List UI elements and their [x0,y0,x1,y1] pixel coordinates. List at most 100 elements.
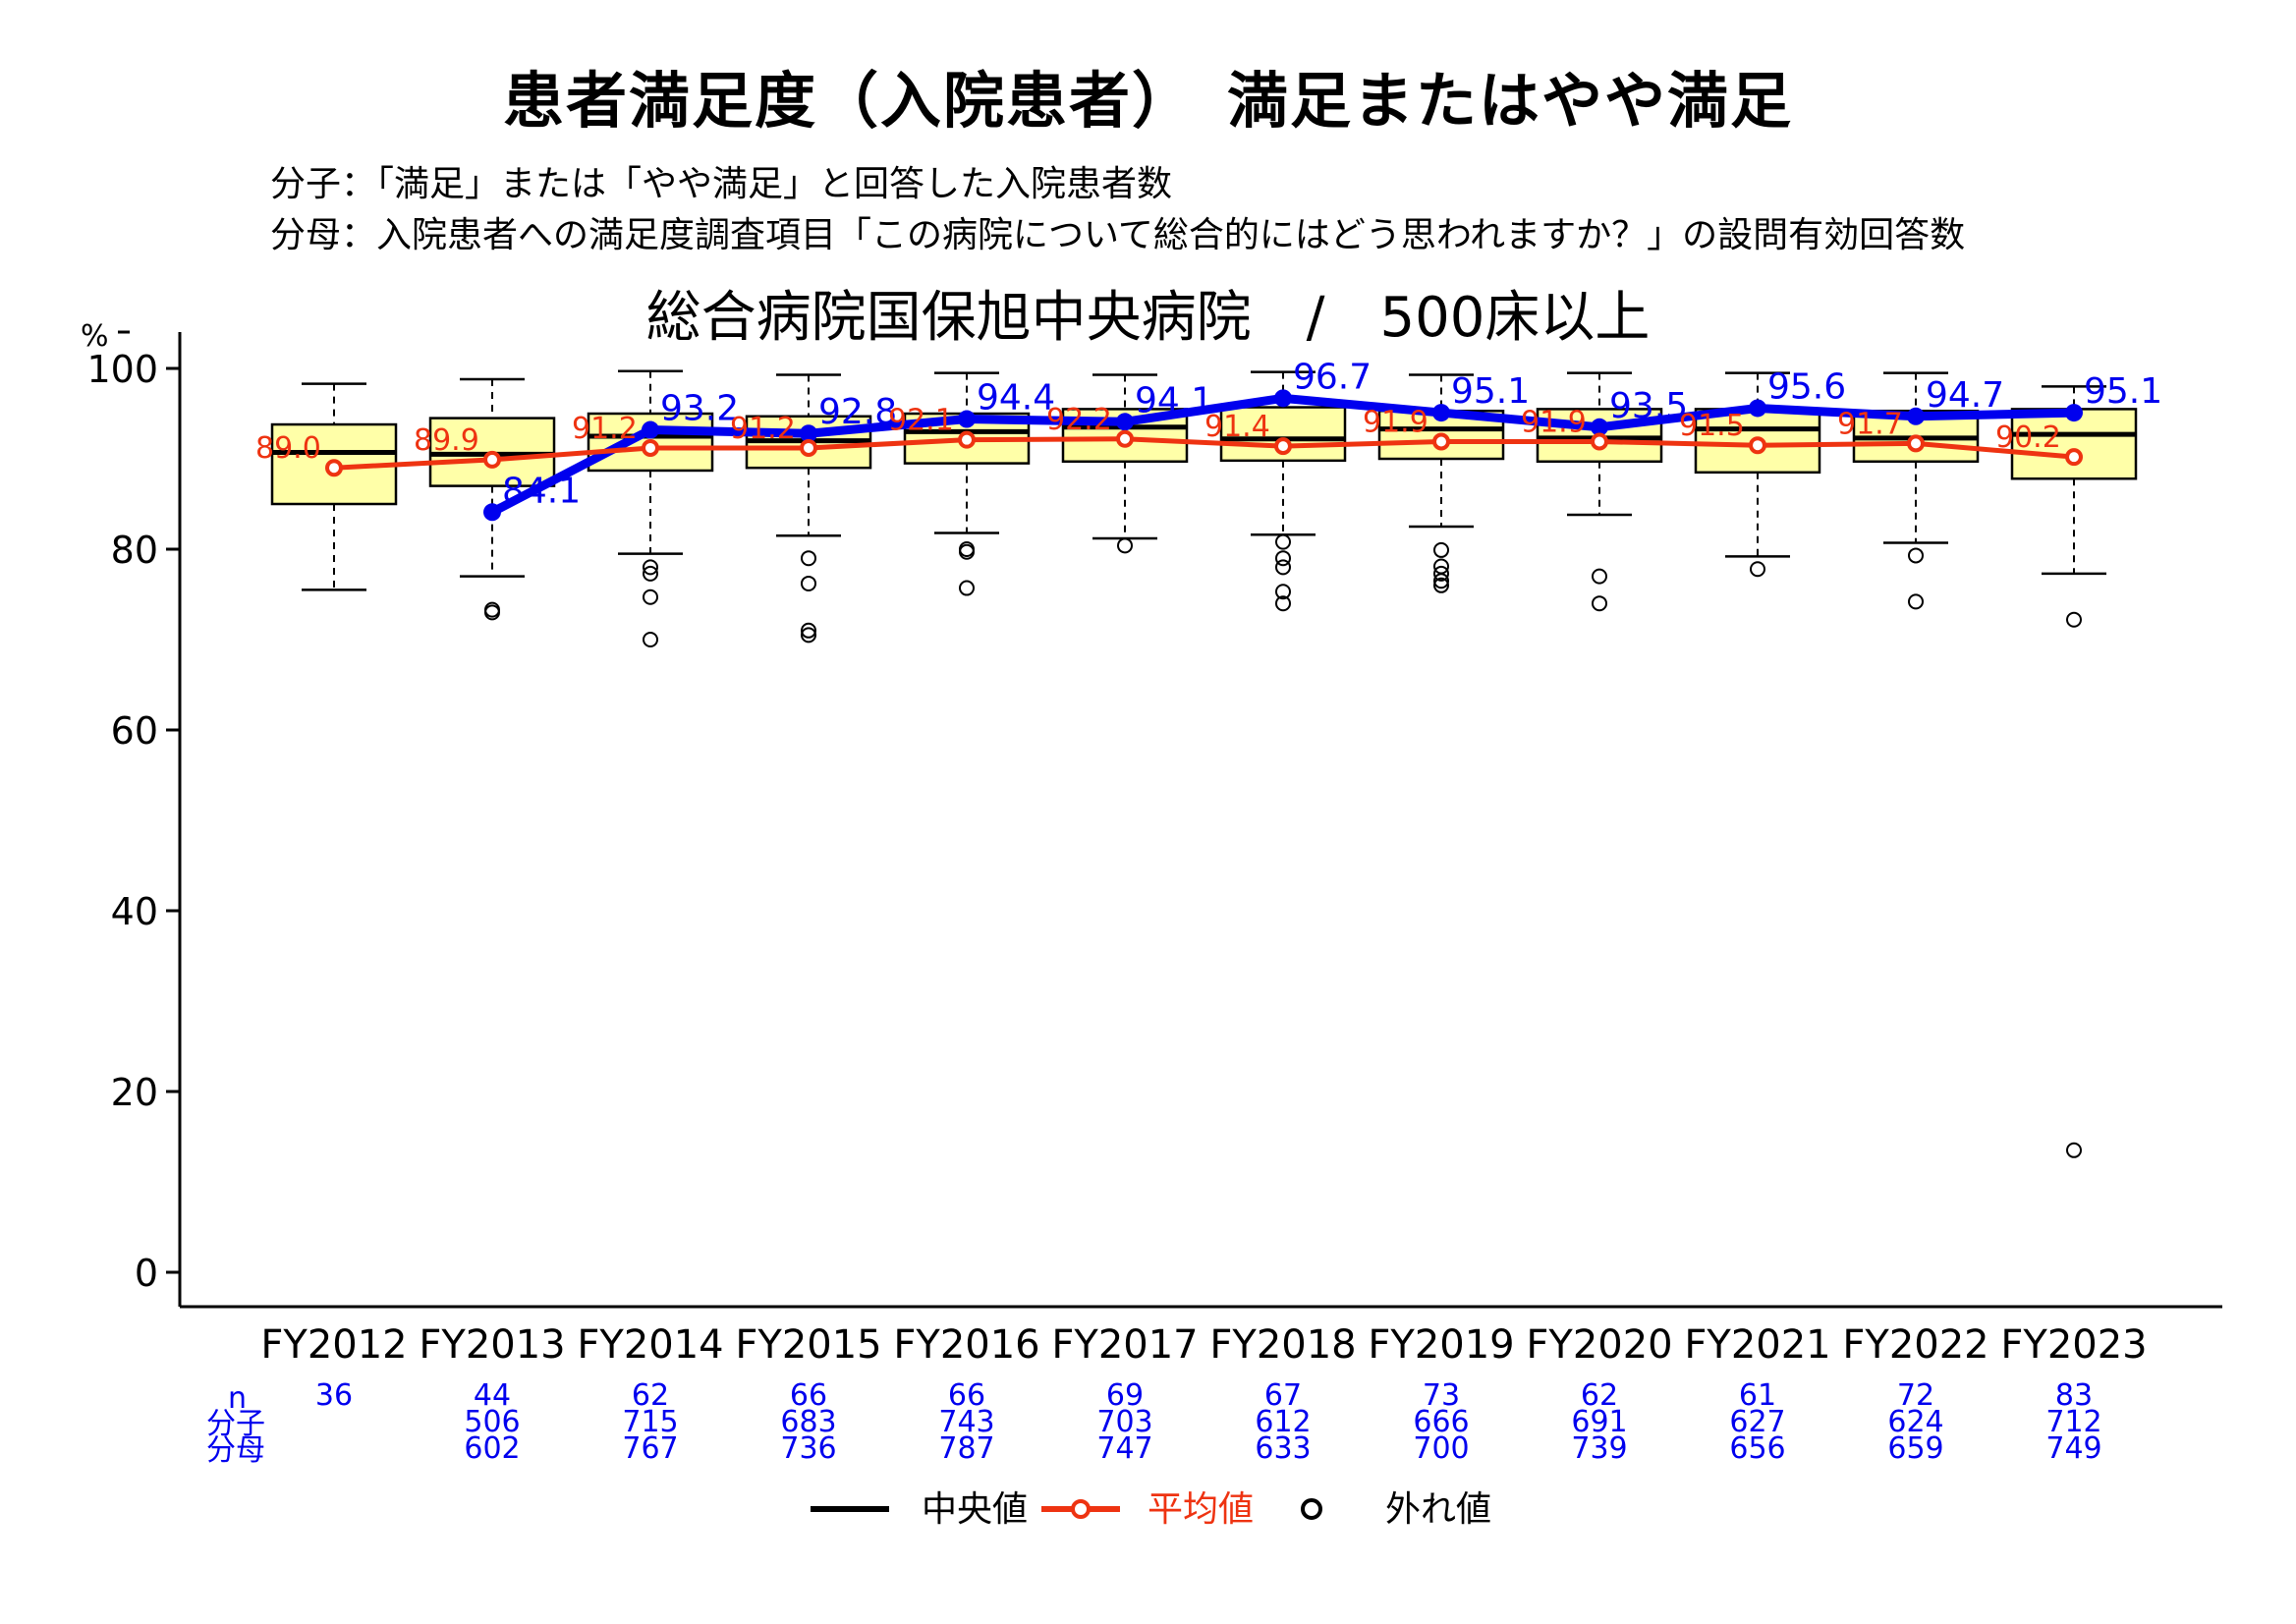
table-denominator-value: 739 [1571,1431,1627,1466]
mean-point [958,430,976,449]
x-tick-label: FY2018 [1209,1322,1356,1368]
outlier-point [801,627,816,644]
mean-series-line [333,436,2075,471]
x-tick-label: FY2012 [260,1322,407,1368]
outlier-point [1117,537,1133,554]
table-numerator-value: 712 [2045,1405,2101,1439]
denominator-definition: 分母：入院患者への満足度調査項目「この病院について総合的にはどう思われますか？」… [270,215,1966,255]
numerator-definition: 分子：「満足」または「やや満足」と回答した入院患者数 [270,164,1173,204]
hospital-point [642,420,659,439]
mean-point [325,459,343,477]
hospital-point [1591,418,1608,436]
chart-title: 患者満足度（入院患者） 満足またはやや満足 [502,65,1793,137]
table-denominator-value: 736 [780,1431,836,1466]
x-tick-label: FY2020 [1526,1322,1672,1368]
x-tick-label: FY2015 [735,1322,881,1368]
mean-point [1274,437,1292,456]
table-denominator-value: 767 [622,1431,678,1466]
hospital-value-label: 84.1 [502,471,581,511]
table-numerator-value: 624 [1887,1405,1943,1439]
outlier-point [1592,568,1607,585]
x-tick-label: FY2022 [1842,1322,1988,1368]
table-denominator-value: 787 [938,1431,994,1466]
y-tick-label: 20 [111,1071,158,1114]
mean-point [800,438,817,457]
y-tick-label: 80 [111,529,158,572]
outlier-point [801,550,816,567]
table-n-value: 73 [1423,1378,1460,1413]
legend-median-label: 中央値 [922,1489,1028,1530]
mean-value-label: 91.5 [1679,409,1745,443]
hospital-point [800,424,817,443]
y-tick-label: 40 [111,890,158,933]
outlier-point [1275,595,1291,612]
mean-value-label: 91.9 [1521,406,1587,440]
table-denominator-value: 659 [1887,1431,1943,1466]
x-tick-label: FY2021 [1684,1322,1830,1368]
mean-value-label: 91.9 [1363,406,1428,440]
x-tick-label: FY2019 [1368,1322,1514,1368]
table-n-value: 44 [474,1378,511,1413]
hospital-point [1274,389,1292,408]
legend-outlier-marker [1301,1498,1322,1520]
table-denominator-value: 749 [2045,1431,2101,1466]
table-n-value: 61 [1739,1378,1776,1413]
outlier-point [1750,561,1765,578]
table-n-value: 66 [948,1378,985,1413]
table-denominator-value: 747 [1096,1431,1152,1466]
x-tick-label: FY2016 [893,1322,1039,1368]
table-n-value: 83 [2055,1378,2093,1413]
table-n-value: 36 [315,1378,353,1413]
outlier-point [1433,541,1449,558]
mean-point [1116,429,1134,448]
outlier-point [1433,577,1449,593]
mean-value-label: 91.2 [730,412,796,446]
hospital-value-label: 95.1 [2084,371,2162,412]
table-numerator-value: 743 [938,1405,994,1439]
chart-legend: 中央値 平均値 外れ値 [811,1489,1491,1530]
chart-subtitle: 総合病院国保旭中央病院 / 500床以上 [645,286,1651,350]
mean-point [2065,448,2083,467]
mean-value-label: 91.7 [1837,407,1903,441]
table-numerator-value: 715 [622,1405,678,1439]
table-numerator-value: 683 [780,1405,836,1439]
outlier-point [1275,550,1291,567]
hospital-point [1749,399,1766,418]
hospital-point [958,410,976,428]
outlier-point [959,543,975,560]
x-tick-label: FY2013 [419,1322,565,1368]
outlier-point [484,601,500,618]
hospital-point [1907,407,1925,425]
mean-value-label: 91.4 [1204,410,1270,444]
table-numerator-value: 691 [1571,1405,1627,1439]
y-tick-label: 100 [86,348,158,391]
table-denominator-value: 602 [464,1431,520,1466]
y-tick-label: 0 [135,1252,158,1295]
mean-point [1591,432,1608,451]
hospital-value-label: 95.1 [1451,371,1530,412]
table-n-value: 66 [790,1378,827,1413]
mean-point [1907,434,1925,453]
table-n-value: 62 [1581,1378,1618,1413]
hospital-value-label: 96.7 [1293,357,1372,397]
table-n-value: 67 [1264,1378,1302,1413]
mean-value-label: 92.1 [888,404,954,438]
table-n-value: 72 [1897,1378,1934,1413]
outlier-point [1275,533,1291,550]
table-numerator-value: 506 [464,1405,520,1439]
outlier-point [2066,611,2082,628]
table-denominator-value: 656 [1729,1431,1785,1466]
outlier-point [801,622,816,639]
outlier-point [1275,584,1291,600]
hospital-value-label: 95.6 [1767,366,1846,407]
mean-value-label: 89.0 [255,431,321,466]
legend-outlier-label: 外れ値 [1385,1489,1491,1530]
legend-mean-marker [1071,1499,1091,1519]
outlier-point [643,559,658,576]
outlier-point [1592,595,1607,612]
table-denominator-value: 633 [1255,1431,1311,1466]
outlier-point [643,632,658,647]
mean-value-label: 92.2 [1046,403,1112,437]
table-numerator-value: 627 [1729,1405,1785,1439]
